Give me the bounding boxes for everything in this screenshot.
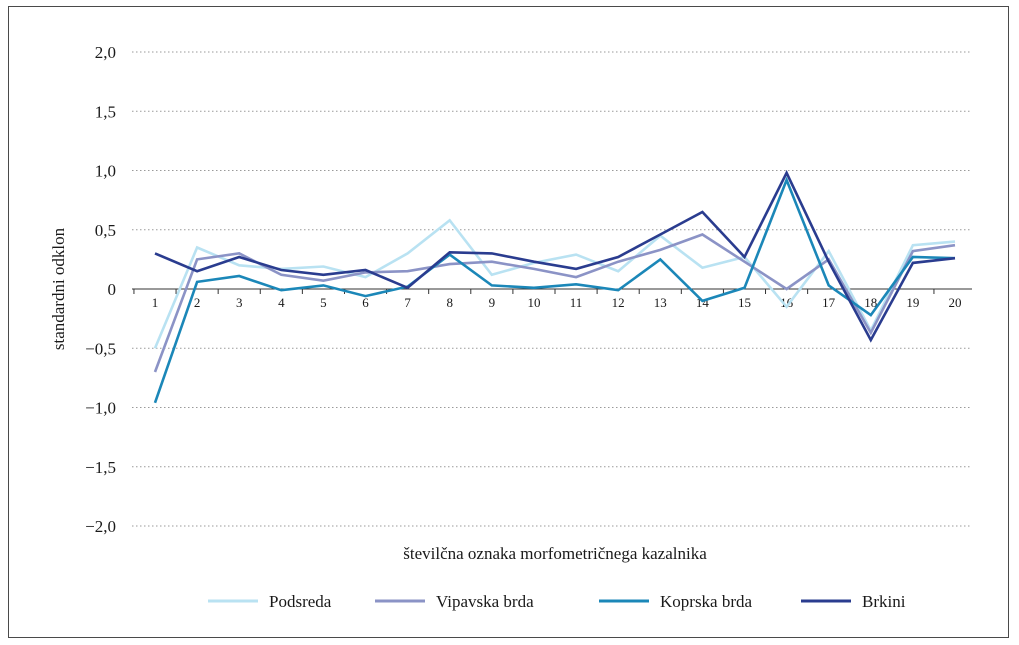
x-tick-label: 9: [489, 295, 496, 310]
y-tick-label: −1,5: [85, 458, 116, 477]
legend-label: Koprska brda: [660, 592, 753, 611]
y-tick-label: −2,0: [85, 517, 116, 536]
x-tick-label: 15: [738, 295, 751, 310]
x-tick-label: 6: [362, 295, 369, 310]
x-tick-label: 7: [404, 295, 411, 310]
y-axis-label: standardni odklon: [49, 227, 68, 350]
x-tick-label: 12: [612, 295, 625, 310]
y-tick-label: 0: [108, 280, 117, 299]
y-tick-label: 0,5: [95, 221, 116, 240]
x-tick-label: 5: [320, 295, 327, 310]
x-tick-label: 13: [654, 295, 667, 310]
x-axis-label: številčna oznaka morfometričnega kazalni…: [403, 544, 707, 563]
y-tick-label: −1,0: [85, 399, 116, 418]
y-axis-ticks: 2,0 1,5 1,0 0,5 0 −0,5 −1,0 −1,5 −2,0: [85, 43, 116, 536]
legend: Podsreda Vipavska brda Koprska brda Brkini: [208, 592, 906, 611]
y-tick-label: −0,5: [85, 339, 116, 358]
x-tick-label: 19: [906, 295, 919, 310]
x-tick-label: 11: [570, 295, 583, 310]
x-tick-label: 20: [949, 295, 962, 310]
series-lines: [153, 169, 956, 404]
x-tick-label: 18: [864, 295, 877, 310]
series-line: [153, 218, 956, 349]
x-tick-label: 16: [780, 295, 794, 310]
y-tick-label: 2,0: [95, 43, 116, 62]
grid-lines: [132, 51, 972, 527]
x-tick-label: 2: [194, 295, 201, 310]
y-tick-label: 1,0: [95, 162, 116, 181]
x-tick-label: 1: [152, 295, 159, 310]
x-tick-label: 3: [236, 295, 243, 310]
legend-label: Podsreda: [269, 592, 332, 611]
x-tick-label: 8: [446, 295, 453, 310]
x-tick-label: 17: [822, 295, 836, 310]
y-tick-label: 1,5: [95, 102, 116, 121]
x-tick-label: 4: [278, 295, 285, 310]
x-tick-label: 10: [527, 295, 540, 310]
legend-label: Vipavska brda: [436, 592, 534, 611]
series-line: [153, 176, 956, 404]
legend-label: Brkini: [862, 592, 906, 611]
series-line: [154, 169, 956, 343]
